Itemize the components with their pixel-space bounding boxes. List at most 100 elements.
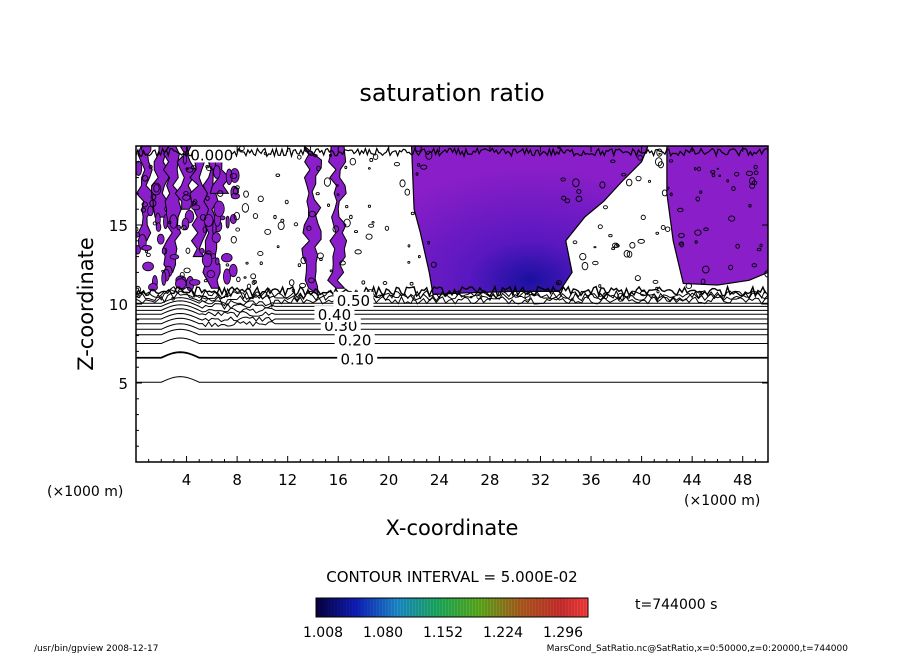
speckle-region [181,217,190,231]
x-tick-label: 4 [182,471,192,489]
contour-scribble [623,250,631,258]
contour-scribble [273,214,277,220]
contour-scribble [315,192,320,196]
contour-scribble [414,146,422,152]
y-axis-label: Z-coordinate [74,237,98,371]
contour-scribble [655,231,660,235]
contour-scribble [693,167,697,171]
contour-scribble [658,152,661,155]
speckle-region [210,253,216,260]
colorbar-tick-label: 1.152 [423,625,463,641]
speckle-region [202,226,207,233]
contour-scribble [180,224,187,231]
contour-scribble [677,207,684,213]
contour-scribble [371,221,375,224]
contour-scribble [284,199,289,205]
contour-scribble [233,211,240,221]
contour-scribble [581,261,589,271]
contour-scribble [697,166,702,172]
contour-scribble [427,241,431,245]
colorbar-tick-label: 1.296 [543,625,583,641]
speckle-region [161,271,167,286]
central-cloud-region [410,146,649,296]
contour-scribble [410,211,415,216]
contour-scribble [332,225,340,233]
contour-cloud-base [136,284,767,299]
contour-scribble [678,232,685,239]
streak-region [136,146,155,242]
speckle-region [213,200,225,217]
contour-scribble [626,250,633,258]
contour-scribble [229,172,238,180]
contour-scribble [243,276,247,279]
contour-label: 0.000 [190,146,233,164]
speckle-region [189,279,201,286]
streak-region [327,146,348,289]
contour-scribble [716,167,720,170]
contour-scribble [316,165,321,172]
contour-scribble [179,271,185,279]
contour-scribble [329,269,333,273]
contour-line [136,376,768,383]
contour-scribble [598,284,602,288]
contour-scribble [297,263,302,268]
contour-scribble [300,256,307,265]
contour-scribble [430,261,437,268]
x-axis-label: X-coordinate [386,516,519,540]
contour-scribble [629,242,636,249]
contour-scribble [243,190,249,198]
contour-scribble [599,181,606,189]
contour-scribble [759,243,763,248]
contour-scribble [415,172,419,176]
contour-scribble [734,171,740,177]
contour-scribble [369,157,374,163]
contour-line [136,312,768,323]
speckle-region [221,253,233,263]
colorbar-tick-label: 1.080 [363,625,403,641]
contour-scribble [635,175,642,182]
contour-scribble [476,293,483,300]
contour-scribble [409,281,414,286]
contour-label: 0.50 [337,292,370,310]
contour-scribble [253,280,257,285]
x-tick-label: 28 [480,471,499,489]
contour-scribble [185,247,191,254]
contour-scribble [235,227,241,232]
contour-scribble [323,177,332,187]
contour-scribble [245,261,249,265]
contour-scribble [756,247,762,252]
contour-scribble [137,295,141,299]
contour-scribble [393,162,401,167]
contour-scribble [731,186,736,192]
contour-scribble [306,225,312,231]
contour-line [136,300,768,311]
speckle-region [147,205,154,217]
y-tick-label: 10 [109,296,128,314]
contour-line [136,317,768,328]
contour-scribble [702,265,710,274]
contour-scribble [726,179,730,183]
contour-scribble [361,280,366,285]
contour-scribble [703,227,709,232]
speckle-region [163,214,168,230]
contour-scribble [205,164,210,169]
contour-scribble [608,233,613,238]
speckle-region [156,233,165,245]
y-tick-label: 15 [109,217,128,235]
contour-scribble [555,281,560,285]
contour-scribble [637,238,645,244]
speckle-region [141,244,152,251]
contour-scribble [259,261,263,266]
contour-scribble [335,184,339,187]
contour-scribble [217,190,224,197]
x-tick-label: 40 [632,471,651,489]
contour-scribble [648,179,652,183]
contour-label-bg [337,350,378,367]
contour-scribble [183,190,189,196]
contour-scribble [579,252,587,261]
contour-scribble [572,178,580,188]
streak-region [301,146,323,296]
contour-line [136,351,768,359]
y-tick-label: 5 [118,375,128,393]
